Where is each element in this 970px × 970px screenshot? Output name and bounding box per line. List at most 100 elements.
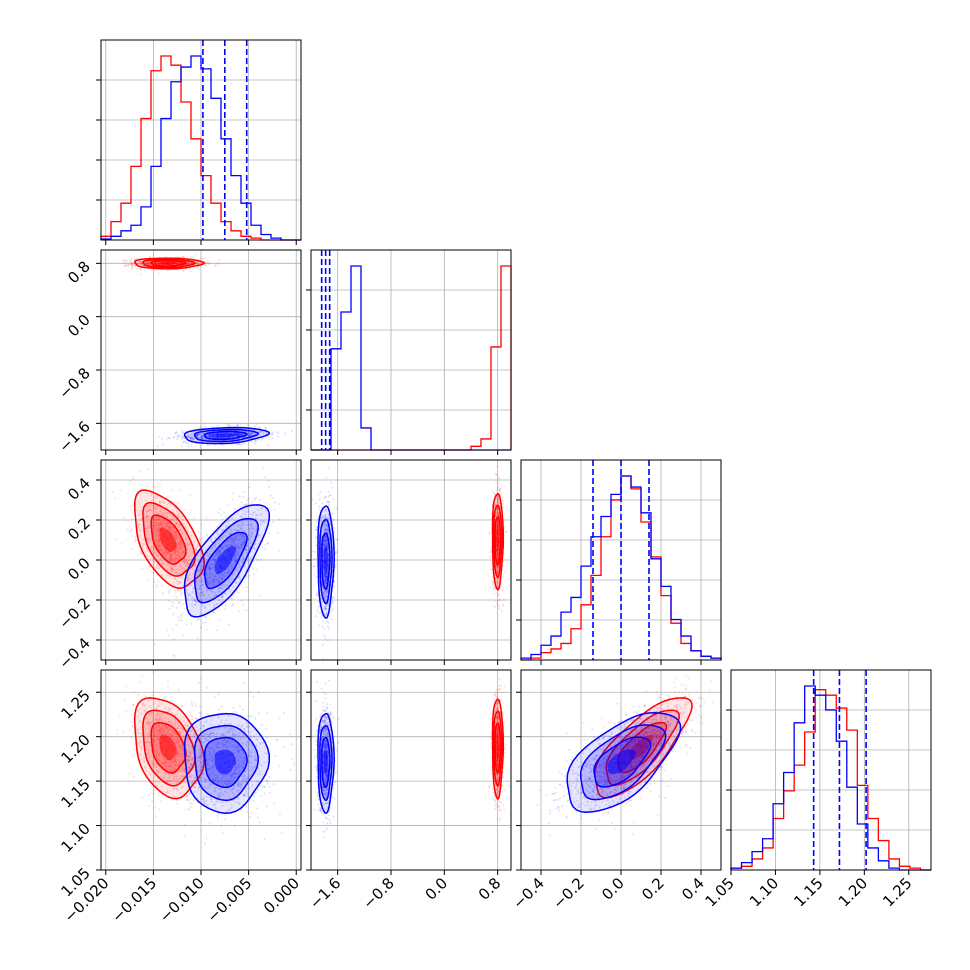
sample-point	[208, 433, 211, 436]
sample-point	[146, 261, 149, 264]
sample-point	[129, 261, 132, 264]
sample-point	[132, 476, 135, 479]
sample-point	[186, 262, 189, 265]
sample-point	[157, 263, 160, 266]
sample-point	[196, 433, 199, 436]
sample-point	[171, 601, 173, 604]
sample-point	[491, 580, 494, 583]
panel-2-0: −0.4−0.20.00.20.4	[55, 459, 302, 673]
sample-point	[224, 604, 227, 607]
sample-point	[147, 261, 150, 264]
sample-point	[245, 609, 248, 612]
sample-point	[147, 262, 149, 264]
sample-point	[197, 261, 200, 264]
sample-point	[147, 468, 150, 471]
sample-point	[138, 267, 141, 270]
sample-point	[240, 433, 243, 436]
sample-point	[271, 437, 274, 440]
sample-point	[147, 262, 150, 265]
sample-point	[181, 445, 184, 448]
sample-point	[502, 598, 505, 601]
sample-point	[131, 262, 134, 265]
sample-point	[205, 264, 208, 267]
sample-point	[272, 433, 274, 436]
sample-point	[147, 263, 150, 266]
sample-point	[114, 538, 117, 541]
sample-point	[140, 262, 143, 265]
sample-point	[137, 263, 139, 266]
sample-point	[262, 437, 265, 440]
sample-point	[284, 432, 286, 435]
sample-point	[161, 437, 163, 440]
sample-point	[126, 260, 129, 263]
sample-point	[318, 498, 321, 501]
sample-point	[501, 496, 504, 499]
sample-point	[268, 485, 271, 488]
sample-point	[254, 439, 257, 442]
sample-point	[172, 613, 175, 616]
sample-point	[148, 263, 151, 266]
sample-point	[142, 264, 145, 267]
y-tick-label: −0.4	[55, 634, 93, 672]
sample-point	[140, 552, 143, 555]
sample-point	[200, 435, 203, 438]
sample-point	[154, 262, 157, 265]
sample-point	[491, 582, 494, 585]
sample-point	[186, 262, 189, 265]
sample-point	[262, 466, 264, 469]
sample-point	[333, 527, 336, 530]
sample-point	[499, 487, 502, 490]
sample-point	[190, 270, 192, 273]
sample-point	[147, 263, 150, 266]
sample-point	[146, 260, 149, 263]
sample-point	[123, 516, 126, 519]
sample-point	[190, 509, 192, 512]
sample-point	[202, 622, 205, 624]
sample-point	[216, 629, 219, 632]
y-tick-label: 0.0	[64, 554, 94, 584]
y-tick-label: 0.2	[64, 514, 94, 544]
sample-point	[487, 574, 489, 577]
sample-point	[321, 619, 324, 622]
sample-point	[130, 263, 133, 266]
sample-point	[148, 263, 151, 266]
sample-point	[131, 504, 134, 507]
sample-point	[196, 434, 198, 437]
sample-point	[145, 261, 148, 264]
sample-point	[238, 434, 241, 437]
sample-point	[144, 485, 147, 488]
sample-point	[130, 257, 133, 260]
sample-point	[224, 516, 227, 519]
sample-point	[196, 262, 199, 265]
sample-point	[267, 479, 270, 482]
sample-point	[246, 499, 249, 502]
sample-point	[214, 265, 217, 268]
sample-point	[157, 263, 160, 265]
sample-point	[501, 576, 504, 579]
sample-point	[195, 261, 198, 264]
sample-point	[145, 262, 148, 265]
sample-point	[168, 600, 171, 603]
sample-point	[154, 262, 157, 264]
sample-point	[188, 261, 191, 264]
sample-point	[154, 268, 157, 271]
sample-point	[502, 604, 504, 607]
sample-point	[172, 437, 175, 439]
sample-point	[504, 525, 507, 528]
sample-point	[266, 541, 269, 544]
sample-point	[498, 606, 501, 609]
sample-point	[204, 261, 207, 264]
sample-point	[181, 256, 184, 259]
sample-point	[207, 260, 209, 263]
sample-point	[157, 261, 160, 264]
sample-point	[149, 569, 152, 572]
sample-point	[496, 465, 499, 468]
sample-point	[237, 591, 240, 594]
sample-point	[111, 490, 114, 493]
sample-point	[133, 264, 136, 267]
sample-point	[221, 518, 224, 521]
sample-point	[251, 567, 254, 570]
sample-point	[505, 530, 508, 533]
sample-point	[164, 255, 167, 258]
sample-point	[502, 500, 505, 502]
